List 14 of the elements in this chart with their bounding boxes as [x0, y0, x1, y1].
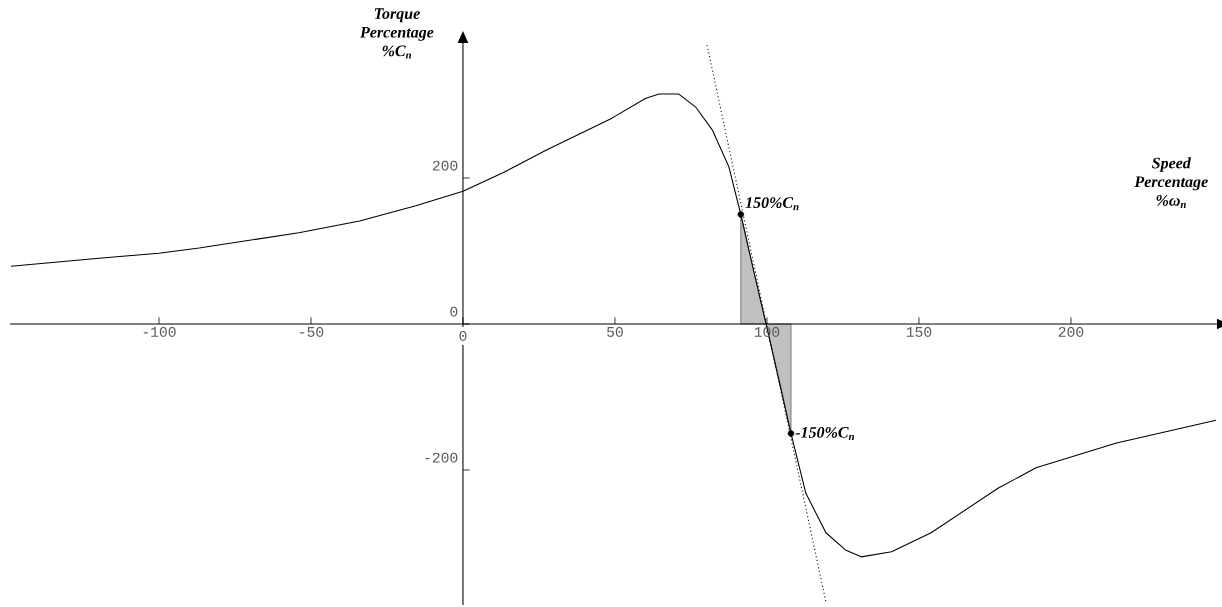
x-tick-label: 0 [459, 330, 467, 341]
y-axis-title: Torque Percentage %C$_{n}$ [360, 8, 434, 59]
x-tick-label: -50 [300, 326, 324, 337]
x-tick-label: 50 [607, 326, 623, 337]
annotation: -150%C$_{n}$ [795, 426, 854, 441]
annotation: 150%C$_{n}$ [745, 197, 799, 211]
x-tick-label: 200 [1058, 326, 1084, 337]
x-axis-title: Speed Percentage %ω$_{n}$ [1134, 157, 1208, 208]
x-tick-label: -100 [143, 326, 176, 337]
y-tick-label: 200 [432, 160, 458, 171]
x-tick-label: 150 [906, 326, 932, 337]
y-tick-label: -200 [425, 452, 458, 463]
x-tick-label: 100 [754, 326, 780, 337]
y-tick-label: 0 [450, 306, 458, 317]
